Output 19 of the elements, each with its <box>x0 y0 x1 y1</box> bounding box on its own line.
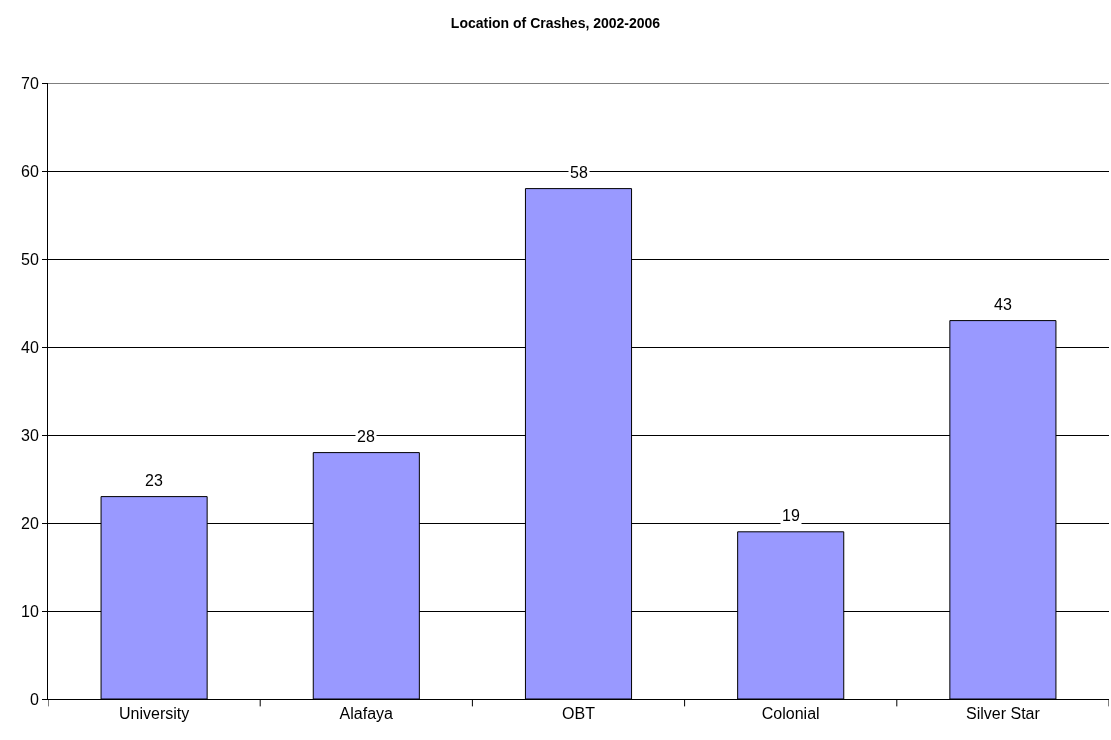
y-tick-label: 50 <box>21 250 39 268</box>
data-label: 58 <box>570 164 588 181</box>
data-label: 43 <box>994 296 1012 313</box>
x-tick-label: Alafaya <box>339 705 394 723</box>
y-tick-label: 10 <box>21 602 39 620</box>
data-label: 28 <box>357 428 375 445</box>
chart-title: Location of Crashes, 2002-2006 <box>450 15 661 32</box>
x-tick-label: OBT <box>562 705 596 723</box>
x-tick-label: University <box>118 705 190 723</box>
x-tick-label: Colonial <box>761 705 820 723</box>
data-label: 19 <box>782 507 800 524</box>
y-tick-label: 40 <box>21 338 39 356</box>
y-tick-label: 70 <box>21 74 39 92</box>
y-tick-label: 0 <box>29 690 39 708</box>
data-label: 23 <box>145 472 163 489</box>
y-tick-label: 20 <box>21 514 39 532</box>
y-tick-label: 60 <box>21 162 39 180</box>
x-tick-label: Silver Star <box>966 705 1041 723</box>
y-tick-label: 30 <box>21 426 39 444</box>
